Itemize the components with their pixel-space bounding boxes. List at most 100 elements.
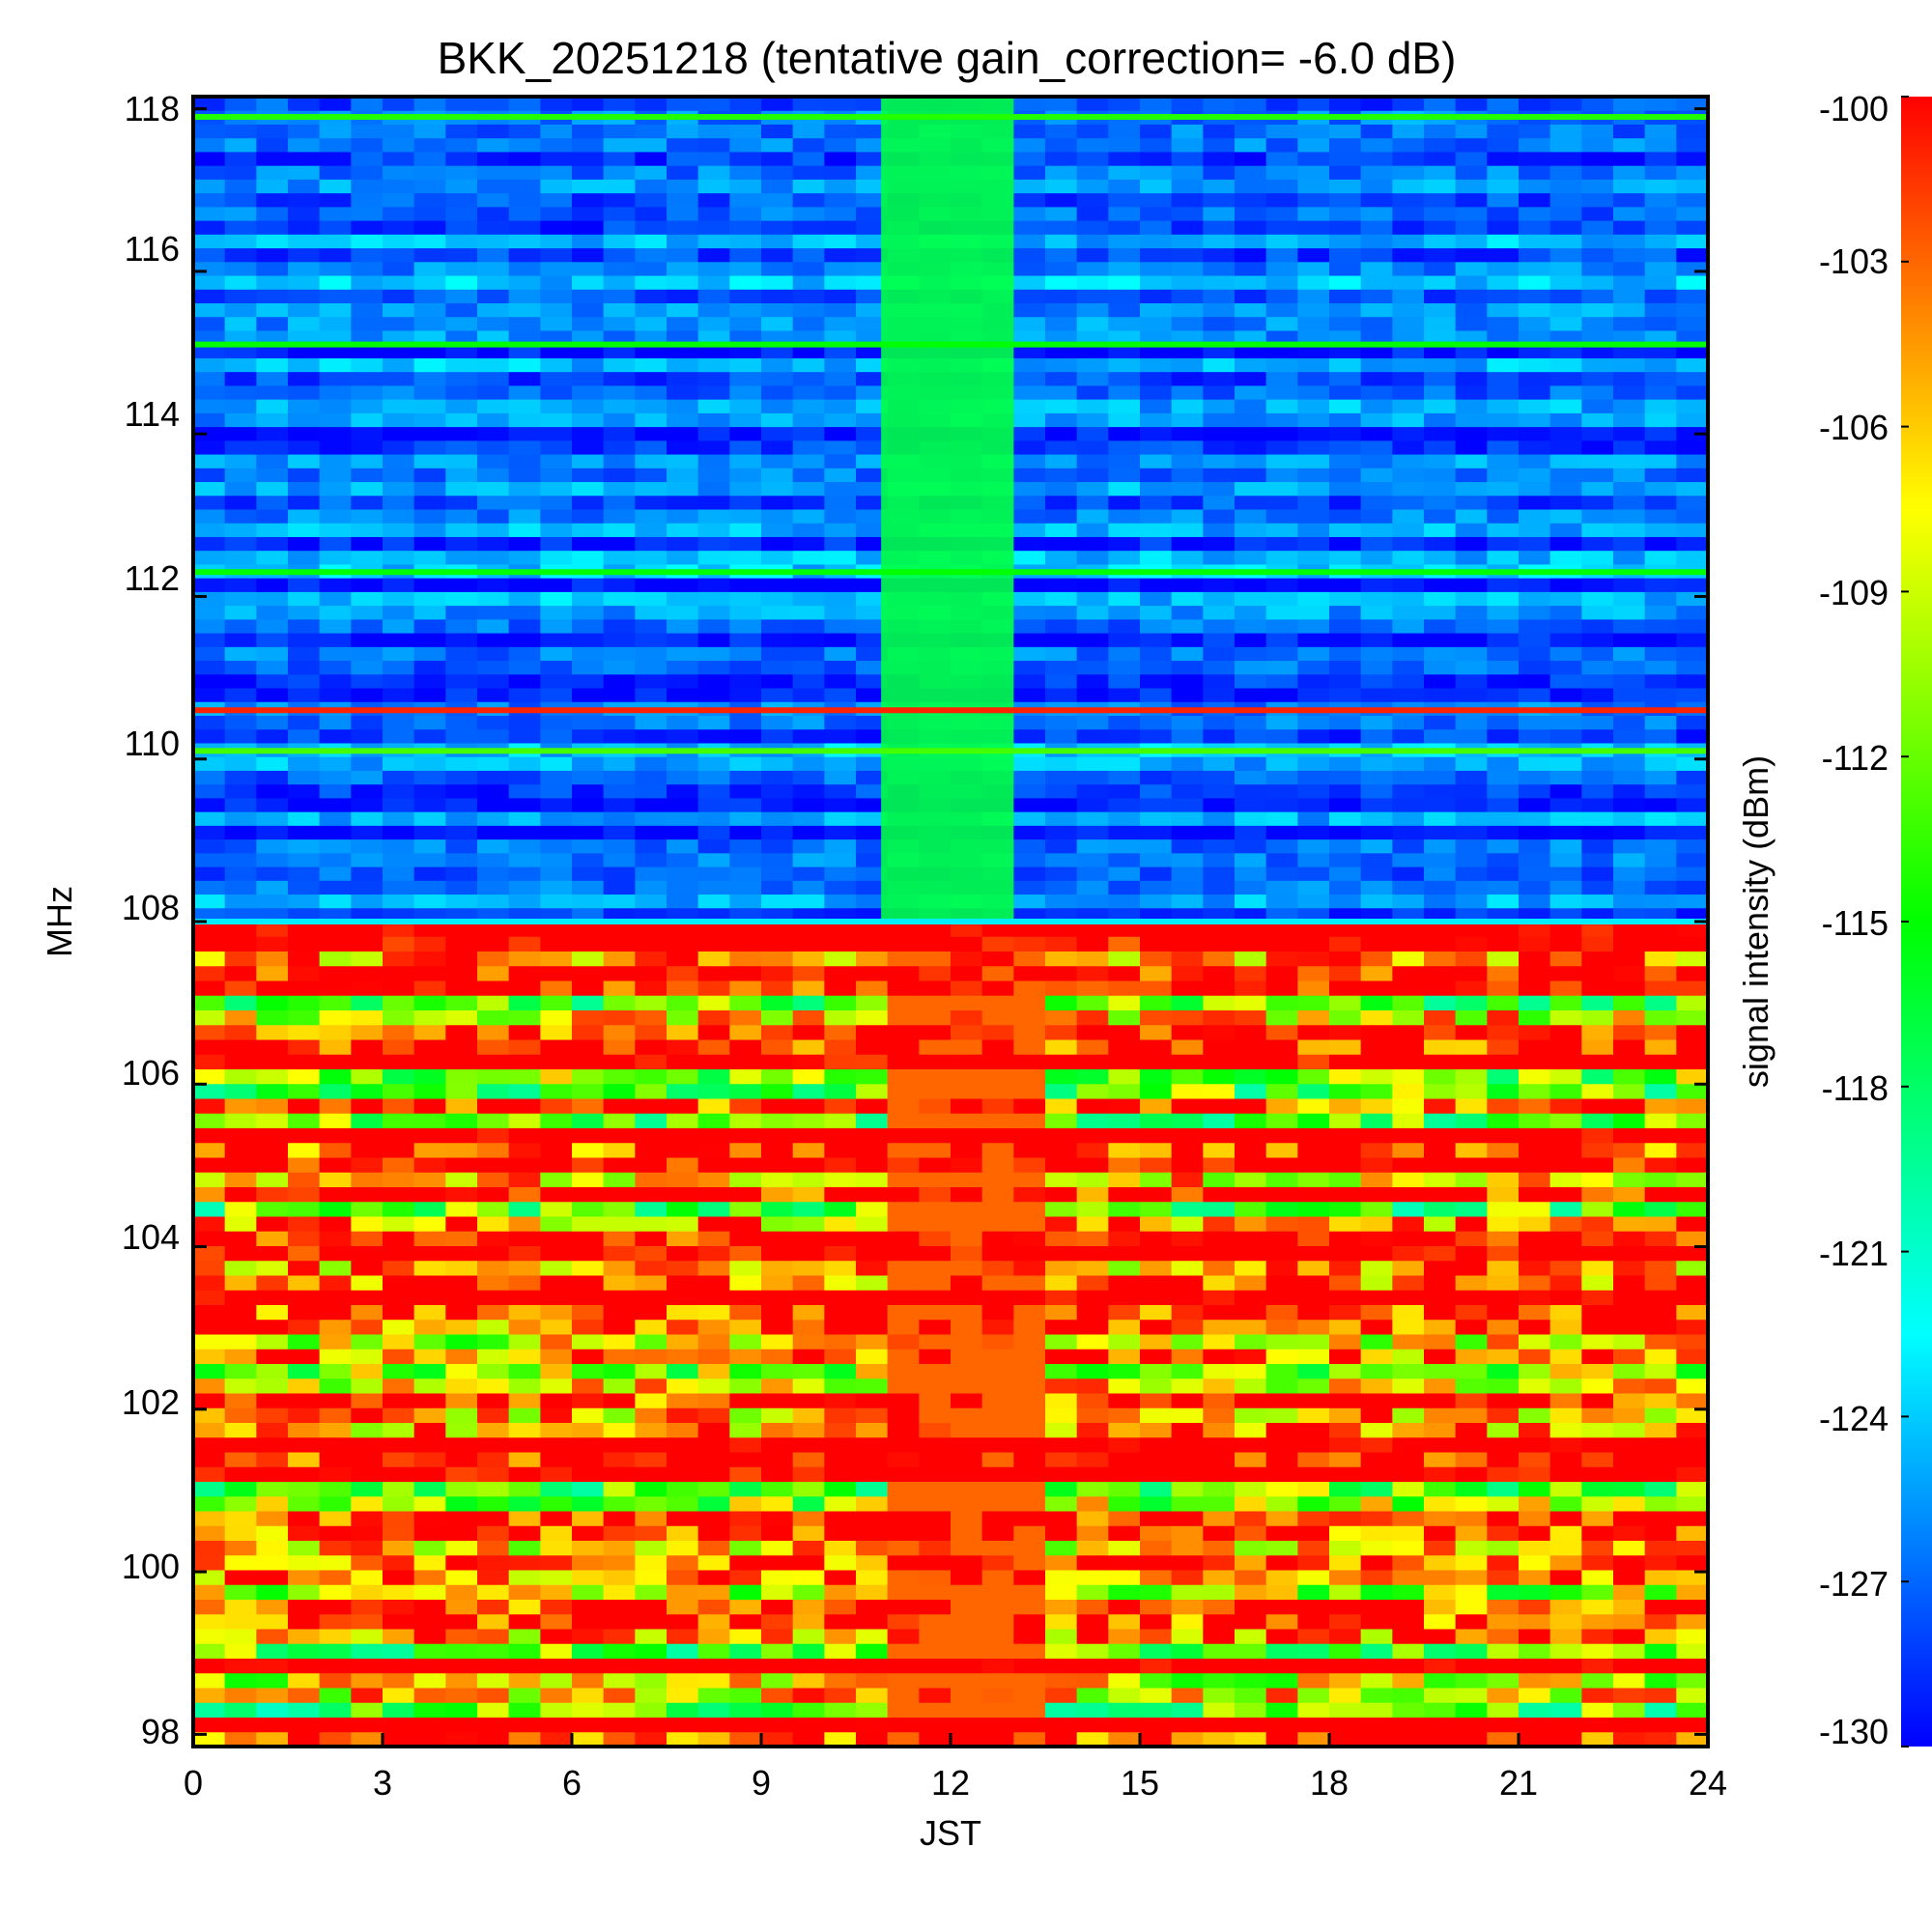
heatmap-cell [540, 261, 573, 276]
heatmap-cell [540, 797, 573, 812]
heatmap-cell [256, 838, 289, 854]
heatmap-cell [351, 728, 384, 744]
heatmap-cell [1140, 880, 1173, 895]
heatmap-cell [856, 980, 889, 996]
heatmap-cell [1171, 1054, 1204, 1069]
heatmap-cell [1265, 289, 1298, 303]
heatmap-cell [224, 495, 257, 510]
heatmap-cell [1297, 261, 1330, 276]
heatmap-cell [824, 1378, 857, 1394]
heatmap-cell [1392, 811, 1425, 826]
heatmap-cell [1644, 384, 1677, 400]
heatmap-cell [729, 1702, 762, 1718]
heatmap-cell [319, 1422, 352, 1438]
heatmap-cell [1360, 770, 1393, 785]
heatmap-cell [1076, 399, 1109, 413]
heatmap-cell [792, 495, 825, 510]
heatmap-cell [1392, 371, 1425, 386]
heatmap-cell [1644, 1672, 1677, 1689]
heatmap-cell [1045, 605, 1078, 620]
heatmap-cell [288, 633, 321, 647]
heatmap-cell [1676, 1436, 1709, 1453]
heatmap-cell [477, 1422, 510, 1438]
heatmap-cell [445, 1319, 478, 1335]
heatmap-cell [919, 1349, 952, 1364]
heatmap-cell [729, 329, 762, 345]
heatmap-cell [1360, 1304, 1393, 1321]
heatmap-cell [1676, 412, 1709, 428]
heatmap-cell [319, 550, 352, 565]
heatmap-cell [1045, 995, 1078, 1010]
heatmap-cell [1613, 412, 1646, 428]
heatmap-cell [887, 1009, 920, 1026]
heatmap-cell [413, 1554, 446, 1571]
heatmap-cell [1519, 1584, 1551, 1600]
heatmap-cell [288, 1629, 321, 1644]
heatmap-cell [1045, 797, 1078, 812]
heatmap-cell [1013, 1436, 1046, 1453]
heatmap-cell [288, 867, 321, 881]
heatmap-cell [1265, 605, 1298, 620]
heatmap-cell [856, 509, 889, 524]
heatmap-cell [540, 1570, 573, 1585]
heatmap-cell [540, 1466, 573, 1482]
heatmap-cell [1549, 275, 1582, 290]
heatmap-cell [1644, 852, 1677, 867]
heatmap-cell [383, 646, 415, 662]
heatmap-cell [1613, 509, 1646, 524]
heatmap-cell [1519, 1422, 1551, 1438]
heatmap-cell [413, 894, 446, 909]
heatmap-cell [508, 357, 541, 373]
heatmap-cell [1360, 894, 1393, 909]
heatmap-cell [1644, 454, 1677, 469]
heatmap-cell [1203, 922, 1236, 937]
heatmap-cell [667, 261, 699, 276]
heatmap-cell [887, 1393, 920, 1408]
heatmap-cell [1455, 275, 1488, 290]
heatmap-cell [288, 1127, 321, 1144]
heatmap-cell [1297, 1231, 1330, 1246]
heatmap-cell [856, 1127, 889, 1144]
heatmap-cell [413, 550, 446, 565]
heatmap-cell [477, 811, 510, 826]
heatmap-cell [540, 618, 573, 634]
heatmap-cell [288, 1363, 321, 1379]
heatmap-cell [1455, 454, 1488, 469]
heatmap-cell [1203, 1334, 1236, 1350]
heatmap-cell [1644, 1540, 1677, 1556]
heatmap-cell [477, 495, 510, 510]
heatmap-cell [1392, 468, 1425, 483]
heatmap-cell [540, 289, 573, 303]
heatmap-cell [351, 1054, 384, 1069]
heatmap-cell [1329, 481, 1362, 497]
heatmap-cell [1581, 329, 1614, 345]
heatmap-cell [193, 1009, 226, 1026]
heatmap-cell [1203, 1201, 1236, 1217]
heatmap-cell [256, 1113, 289, 1128]
heatmap-cell [193, 1260, 226, 1276]
heatmap-cell [1424, 481, 1457, 497]
heatmap-cell [635, 454, 668, 469]
heatmap-cell [1549, 907, 1582, 923]
heatmap-cell [729, 481, 762, 497]
heatmap-cell [1424, 618, 1457, 634]
heatmap-cell [1329, 454, 1362, 469]
heatmap-cell [729, 1393, 762, 1408]
heatmap-cell [288, 316, 321, 331]
heatmap-cell [1360, 1039, 1393, 1055]
heatmap-cell [1171, 1275, 1204, 1291]
heatmap-cell [1644, 329, 1677, 345]
heatmap-cell [1676, 1334, 1709, 1350]
heatmap-cell [856, 965, 889, 981]
heatmap-cell [887, 1672, 920, 1689]
heatmap-cell [540, 1378, 573, 1394]
heatmap-cell [1424, 1540, 1457, 1556]
heatmap-cell [1045, 1525, 1078, 1541]
heatmap-cell [1108, 1511, 1141, 1526]
heatmap-cell [1581, 536, 1614, 552]
heatmap-cell [1297, 1142, 1330, 1158]
heatmap-cell [1644, 275, 1677, 290]
heatmap-cell [445, 1481, 478, 1497]
heatmap-cell [729, 867, 762, 881]
heatmap-cell [1203, 1127, 1236, 1144]
